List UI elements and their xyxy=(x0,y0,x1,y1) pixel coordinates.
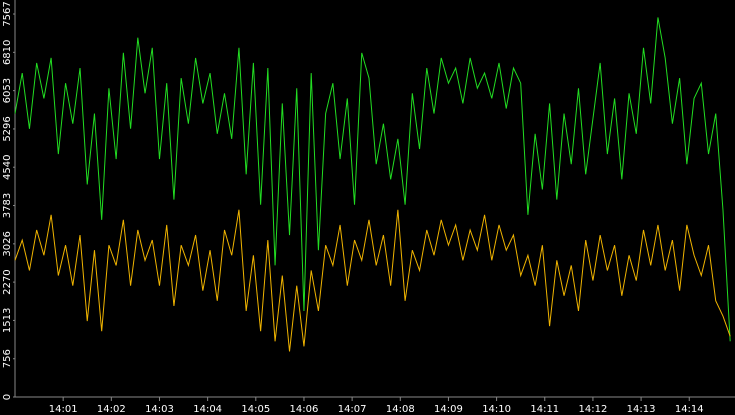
x-tick-label: 14:04 xyxy=(193,404,222,415)
y-tick-label: 3026 xyxy=(2,231,13,256)
series-line xyxy=(14,209,731,352)
x-tick-label: 14:03 xyxy=(145,404,174,415)
y-tick-label: 1513 xyxy=(2,308,13,333)
y-tick-label: 756 xyxy=(2,349,13,368)
series-line xyxy=(14,17,731,342)
x-tick-label: 14:05 xyxy=(241,404,270,415)
x-tick-label: 14:06 xyxy=(290,404,319,415)
y-tick-label: 2270 xyxy=(2,269,13,294)
x-tick-label: 14:11 xyxy=(530,404,559,415)
y-tick-label: 5296 xyxy=(2,116,13,141)
y-tick-label: 6810 xyxy=(2,40,13,65)
x-tick-label: 14:01 xyxy=(49,404,78,415)
x-tick-label: 14:07 xyxy=(338,404,367,415)
x-tick-label: 14:08 xyxy=(386,404,415,415)
y-tick-label: 3783 xyxy=(2,193,13,218)
y-tick-label: 0 xyxy=(2,394,13,400)
x-tick-label: 14:09 xyxy=(434,404,463,415)
x-tick-label: 14:12 xyxy=(579,404,608,415)
x-tick-label: 14:10 xyxy=(482,404,511,415)
y-tick-label: 6053 xyxy=(2,78,13,103)
x-tick-label: 14:14 xyxy=(675,404,704,415)
x-tick-label: 14:02 xyxy=(97,404,126,415)
y-tick-label: 7567 xyxy=(2,1,13,26)
x-tick-label: 14:13 xyxy=(627,404,656,415)
y-tick-label: 4540 xyxy=(2,154,13,179)
